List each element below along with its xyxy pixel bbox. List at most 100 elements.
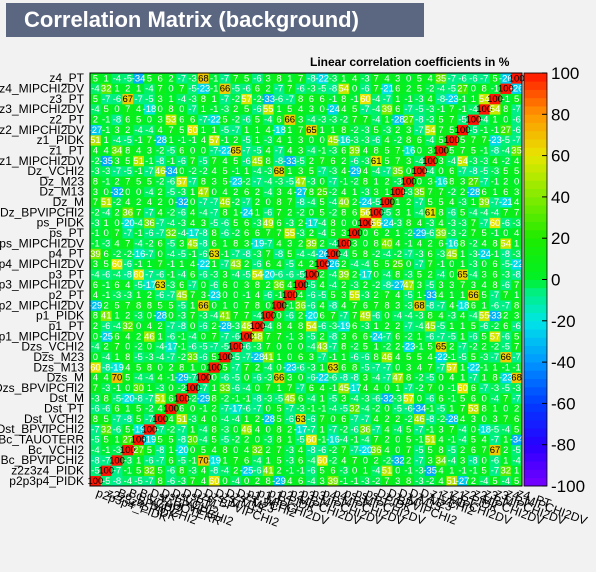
heatmap-cell — [100, 248, 112, 260]
heatmap-cell-value: 0 — [93, 352, 98, 363]
heatmap-cell — [230, 320, 242, 332]
heatmap-cell-value: -19 — [143, 435, 157, 446]
heatmap-cell-value: 0 — [266, 424, 271, 435]
heatmap-cell-value: 0 — [233, 424, 238, 435]
heatmap-cell — [122, 83, 134, 94]
heatmap-cell — [316, 362, 328, 373]
heatmap-cell-value: -17 — [348, 383, 362, 394]
heatmap-cell — [100, 207, 112, 218]
heatmap-cell-value: -6 — [167, 177, 175, 188]
heatmap-cell-value: 1 — [136, 290, 141, 301]
heatmap-cell-value: -4 — [307, 197, 315, 208]
heatmap-cell — [144, 372, 156, 384]
heatmap-cell — [230, 444, 242, 456]
heatmap-cell-value: 100 — [293, 280, 309, 291]
heatmap-cell — [273, 227, 285, 239]
heatmap-cell — [360, 176, 372, 187]
heatmap-cell — [176, 258, 188, 270]
heatmap-cell-value: 3 — [276, 187, 281, 198]
heatmap-cell-value: 5 — [309, 166, 314, 177]
heatmap-cell-value: 4 — [266, 125, 271, 136]
heatmap-cell-value: -3 — [404, 269, 412, 280]
heatmap-cell — [165, 114, 177, 125]
heatmap-cell — [306, 103, 318, 115]
heatmap-cell — [327, 134, 339, 146]
heatmap-cell — [111, 124, 123, 136]
heatmap-cell — [111, 73, 123, 84]
heatmap-cell-value: 45 — [328, 135, 339, 146]
heatmap-cell-value: 54 — [490, 104, 501, 115]
heatmap-cell — [90, 269, 102, 280]
heatmap-cell — [446, 238, 458, 249]
heatmap-cell-value: 7 — [125, 177, 130, 188]
heatmap-cell — [424, 217, 436, 229]
heatmap-cell — [349, 124, 361, 136]
heatmap-cell-value: -26 — [326, 259, 340, 270]
heatmap-cell-value: -1 — [286, 331, 294, 342]
heatmap-cell — [295, 248, 307, 260]
heatmap-cell-value: -4 — [329, 238, 337, 249]
heatmap-cell — [273, 279, 285, 291]
heatmap-cell — [392, 114, 404, 125]
heatmap-cell — [435, 403, 447, 415]
y-tick-label: Bc_TAUOTERR — [0, 433, 84, 447]
heatmap-cell-value: -17 — [359, 269, 373, 280]
heatmap-cell-value: 100 — [379, 197, 395, 208]
heatmap-cell — [306, 165, 318, 177]
heatmap-cell — [176, 331, 188, 342]
heatmap-cell — [295, 269, 307, 280]
heatmap-cell — [511, 362, 523, 373]
heatmap-cell — [392, 165, 404, 177]
heatmap-cell-value: 0 — [212, 414, 217, 425]
heatmap-cell-value: -6 — [232, 331, 240, 342]
heatmap-cell-value: -3 — [296, 404, 304, 415]
heatmap-cell-value: 4 — [514, 228, 519, 239]
heatmap-cell-value: 8 — [179, 362, 184, 373]
heatmap-cell-value: -6 — [469, 331, 477, 342]
heatmap-cell-value: -7 — [502, 300, 510, 311]
heatmap-cell — [478, 393, 490, 404]
heatmap-cell — [198, 465, 210, 476]
heatmap-cell-value: 8 — [503, 104, 508, 115]
heatmap-cell — [133, 382, 145, 394]
heatmap-cell — [349, 145, 361, 156]
heatmap-cell — [360, 393, 372, 404]
x-axis-labels: p2p3p4_PIDKz2z3z4_PIDKBc_BPVIPCHI2Bc_VCH… — [94, 486, 589, 530]
heatmap-cell-value: 3 — [406, 125, 411, 136]
heatmap-cell-value: 3 — [395, 300, 400, 311]
heatmap-cell — [165, 434, 177, 445]
heatmap-cell-value: 5 — [514, 424, 519, 435]
heatmap-cell-value: -3 — [307, 177, 315, 188]
heatmap-cell-value: 2 — [384, 321, 389, 332]
heatmap-cell — [381, 186, 393, 198]
heatmap-cell — [273, 134, 285, 146]
heatmap-cell — [457, 145, 469, 156]
heatmap-cell — [500, 196, 512, 208]
heatmap-cell — [252, 424, 264, 435]
heatmap-cell — [435, 413, 447, 425]
heatmap-cell — [284, 145, 296, 156]
heatmap-cell — [165, 279, 177, 291]
heatmap-cell — [230, 269, 242, 280]
heatmap-cell-value: -5 — [426, 280, 434, 291]
heatmap-cell-value: 1 — [168, 445, 173, 456]
heatmap-cell-value: 27 — [123, 435, 134, 446]
heatmap-cell-value: 4 — [147, 321, 152, 332]
heatmap-cell-value: -3 — [188, 94, 196, 105]
heatmap-cell-value: 7 — [374, 300, 379, 311]
heatmap-cell-value: -6 — [221, 228, 229, 239]
colorbar-segment — [524, 287, 547, 297]
heatmap-cell — [338, 207, 350, 218]
heatmap-cell — [370, 238, 382, 249]
heatmap-cell-value: 100 — [411, 166, 427, 177]
heatmap-cell — [489, 310, 501, 322]
heatmap-cell-value: 3 — [244, 238, 249, 249]
heatmap-cell — [370, 403, 382, 415]
heatmap-cell-value: 36 — [274, 280, 285, 291]
heatmap-cell — [208, 289, 220, 301]
heatmap-cell-value: 2 — [104, 342, 109, 353]
heatmap-cell — [316, 227, 328, 239]
heatmap-cell — [370, 248, 382, 260]
heatmap-cell-value: -3 — [415, 311, 423, 322]
heatmap-cell-value: -3 — [210, 269, 218, 280]
